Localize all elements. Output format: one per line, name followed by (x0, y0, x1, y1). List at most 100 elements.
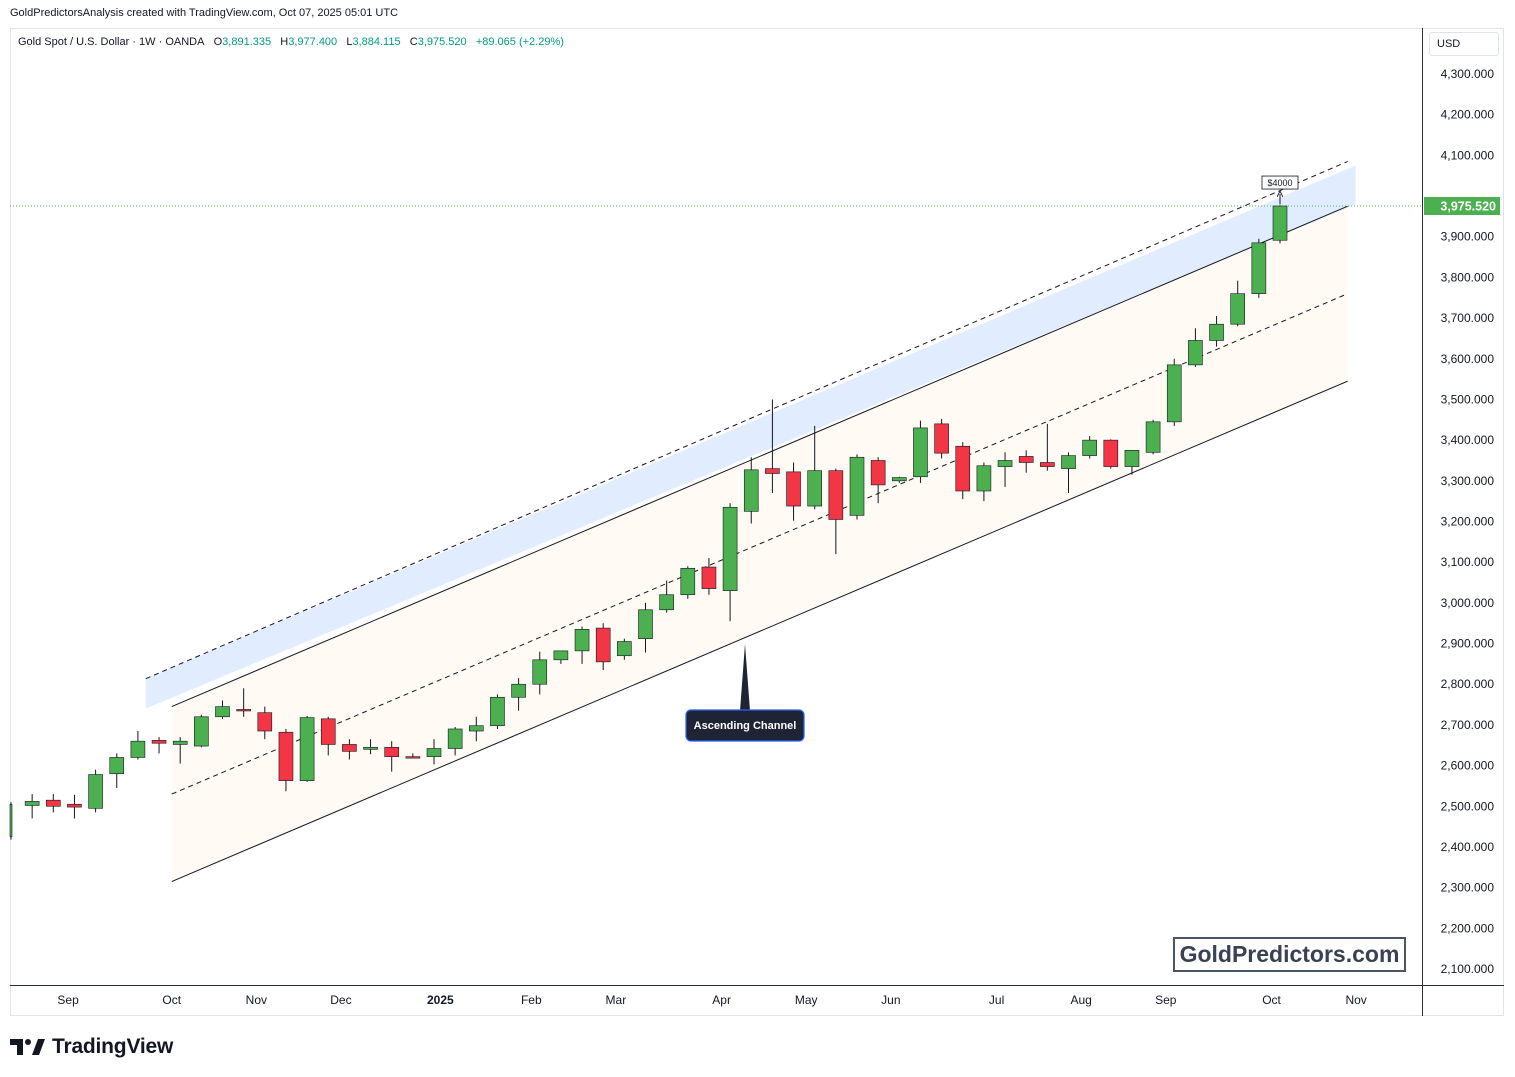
candle[interactable] (807, 425, 823, 510)
channel-upper-dashed-line[interactable] (145, 161, 1348, 680)
currency-selector[interactable]: USD (1429, 32, 1499, 56)
candle[interactable] (574, 626, 590, 664)
candle[interactable] (447, 726, 463, 756)
last-price-tag-box (1424, 197, 1500, 216)
candle[interactable] (67, 794, 82, 819)
candle-body-up (1188, 340, 1203, 366)
time-tick-label: Sep (57, 993, 79, 1007)
candle[interactable] (1040, 423, 1055, 471)
close-value: 3,975.520 (417, 36, 467, 48)
candle[interactable] (638, 602, 653, 653)
candle[interactable] (891, 476, 907, 483)
target-label[interactable]: $4000 (1261, 175, 1299, 190)
candle[interactable] (913, 420, 928, 483)
candle[interactable] (215, 700, 230, 719)
candle[interactable] (934, 418, 949, 459)
ascending-channel-callout[interactable]: Ascending Channel (685, 644, 805, 742)
tradingview-logo[interactable]: TradingView (10, 1035, 173, 1059)
annotations[interactable]: $4000 Ascending Channel (685, 175, 1299, 742)
candle[interactable] (130, 731, 146, 760)
candle-body-up (617, 641, 632, 657)
candle[interactable] (363, 739, 378, 755)
candle[interactable] (1188, 328, 1203, 367)
candle[interactable] (257, 706, 273, 740)
candle-body-up (1166, 364, 1182, 423)
candle[interactable] (786, 462, 801, 521)
price-tick-label: 3,300.000 (1441, 474, 1495, 488)
candle[interactable] (1082, 436, 1097, 459)
candle-body-up (1124, 450, 1140, 467)
candle[interactable] (743, 457, 759, 524)
channel-resistance-line[interactable] (171, 205, 1348, 708)
candle[interactable] (828, 468, 844, 555)
channel-midline[interactable] (171, 293, 1348, 795)
time-tick-label: Nov (1345, 993, 1366, 1007)
candle[interactable] (617, 638, 632, 660)
candle[interactable] (24, 794, 40, 819)
candle[interactable] (426, 739, 442, 765)
candle[interactable] (384, 741, 400, 772)
candle[interactable] (955, 442, 971, 500)
last-price-tag[interactable]: 3,975.520 (1424, 197, 1500, 216)
candle[interactable] (1230, 280, 1245, 327)
candle[interactable] (1251, 238, 1267, 298)
price-tick-label: 4,300.000 (1441, 67, 1495, 81)
target-label-text: $4000 (1267, 178, 1292, 188)
candle[interactable] (1166, 358, 1182, 426)
candle[interactable] (765, 399, 780, 494)
candle[interactable] (1018, 450, 1034, 473)
candle[interactable] (151, 737, 167, 754)
candle[interactable] (553, 650, 569, 664)
candle[interactable] (659, 580, 674, 613)
candle[interactable] (172, 737, 188, 764)
chart-attribution: GoldPredictorsAnalysis created with Trad… (10, 7, 399, 19)
callout-pointer (740, 644, 750, 711)
time-axis[interactable]: Sep Oct Nov Dec 2025 Feb Mar Apr May Jun Jul Aug Sep… (10, 985, 1504, 1008)
candlestick-series[interactable] (9, 205, 1288, 840)
candle[interactable] (532, 651, 548, 695)
candle[interactable] (405, 753, 421, 759)
ascending-channel[interactable] (145, 161, 1356, 882)
candle[interactable] (194, 714, 209, 748)
time-tick-label: Jun (881, 993, 900, 1007)
price-tick-label: 2,600.000 (1441, 759, 1495, 773)
candle[interactable] (88, 769, 103, 813)
candle[interactable] (1272, 205, 1288, 244)
candle[interactable] (299, 715, 315, 782)
channel-support-line[interactable] (171, 380, 1348, 882)
candle-body-up (849, 456, 865, 516)
candle-body-up (426, 748, 442, 757)
candle-body-up (490, 696, 505, 727)
candle[interactable] (680, 566, 696, 599)
candle[interactable] (45, 794, 61, 813)
candle[interactable] (490, 694, 505, 729)
candle[interactable] (278, 728, 294, 792)
candle[interactable] (468, 716, 484, 742)
candle[interactable] (701, 558, 717, 595)
candle[interactable] (1103, 439, 1119, 469)
candle[interactable] (320, 716, 336, 756)
candle-body-down (765, 468, 780, 474)
candle[interactable] (236, 688, 251, 717)
candle[interactable] (722, 503, 738, 622)
candle[interactable] (1209, 316, 1224, 347)
candle[interactable] (342, 739, 357, 760)
candle[interactable] (511, 678, 526, 711)
candle[interactable] (109, 753, 125, 788)
candle-body-down (405, 756, 421, 759)
candle[interactable] (1061, 452, 1076, 494)
candle[interactable] (1145, 419, 1161, 455)
candle-body-up (24, 801, 40, 806)
candle[interactable] (976, 462, 992, 502)
candle[interactable] (870, 457, 886, 504)
candle-body-up (194, 716, 209, 747)
price-axis[interactable]: 2,100.000 2,200.000 2,300.000 2,400.000 2,50… (1422, 28, 1501, 1016)
candle[interactable] (849, 454, 865, 520)
candle[interactable] (9, 802, 13, 840)
candle[interactable] (1124, 450, 1140, 475)
time-tick-label: Feb (521, 993, 542, 1007)
candle-body-up (997, 460, 1013, 467)
candle[interactable] (997, 452, 1013, 487)
candle[interactable] (595, 623, 611, 670)
